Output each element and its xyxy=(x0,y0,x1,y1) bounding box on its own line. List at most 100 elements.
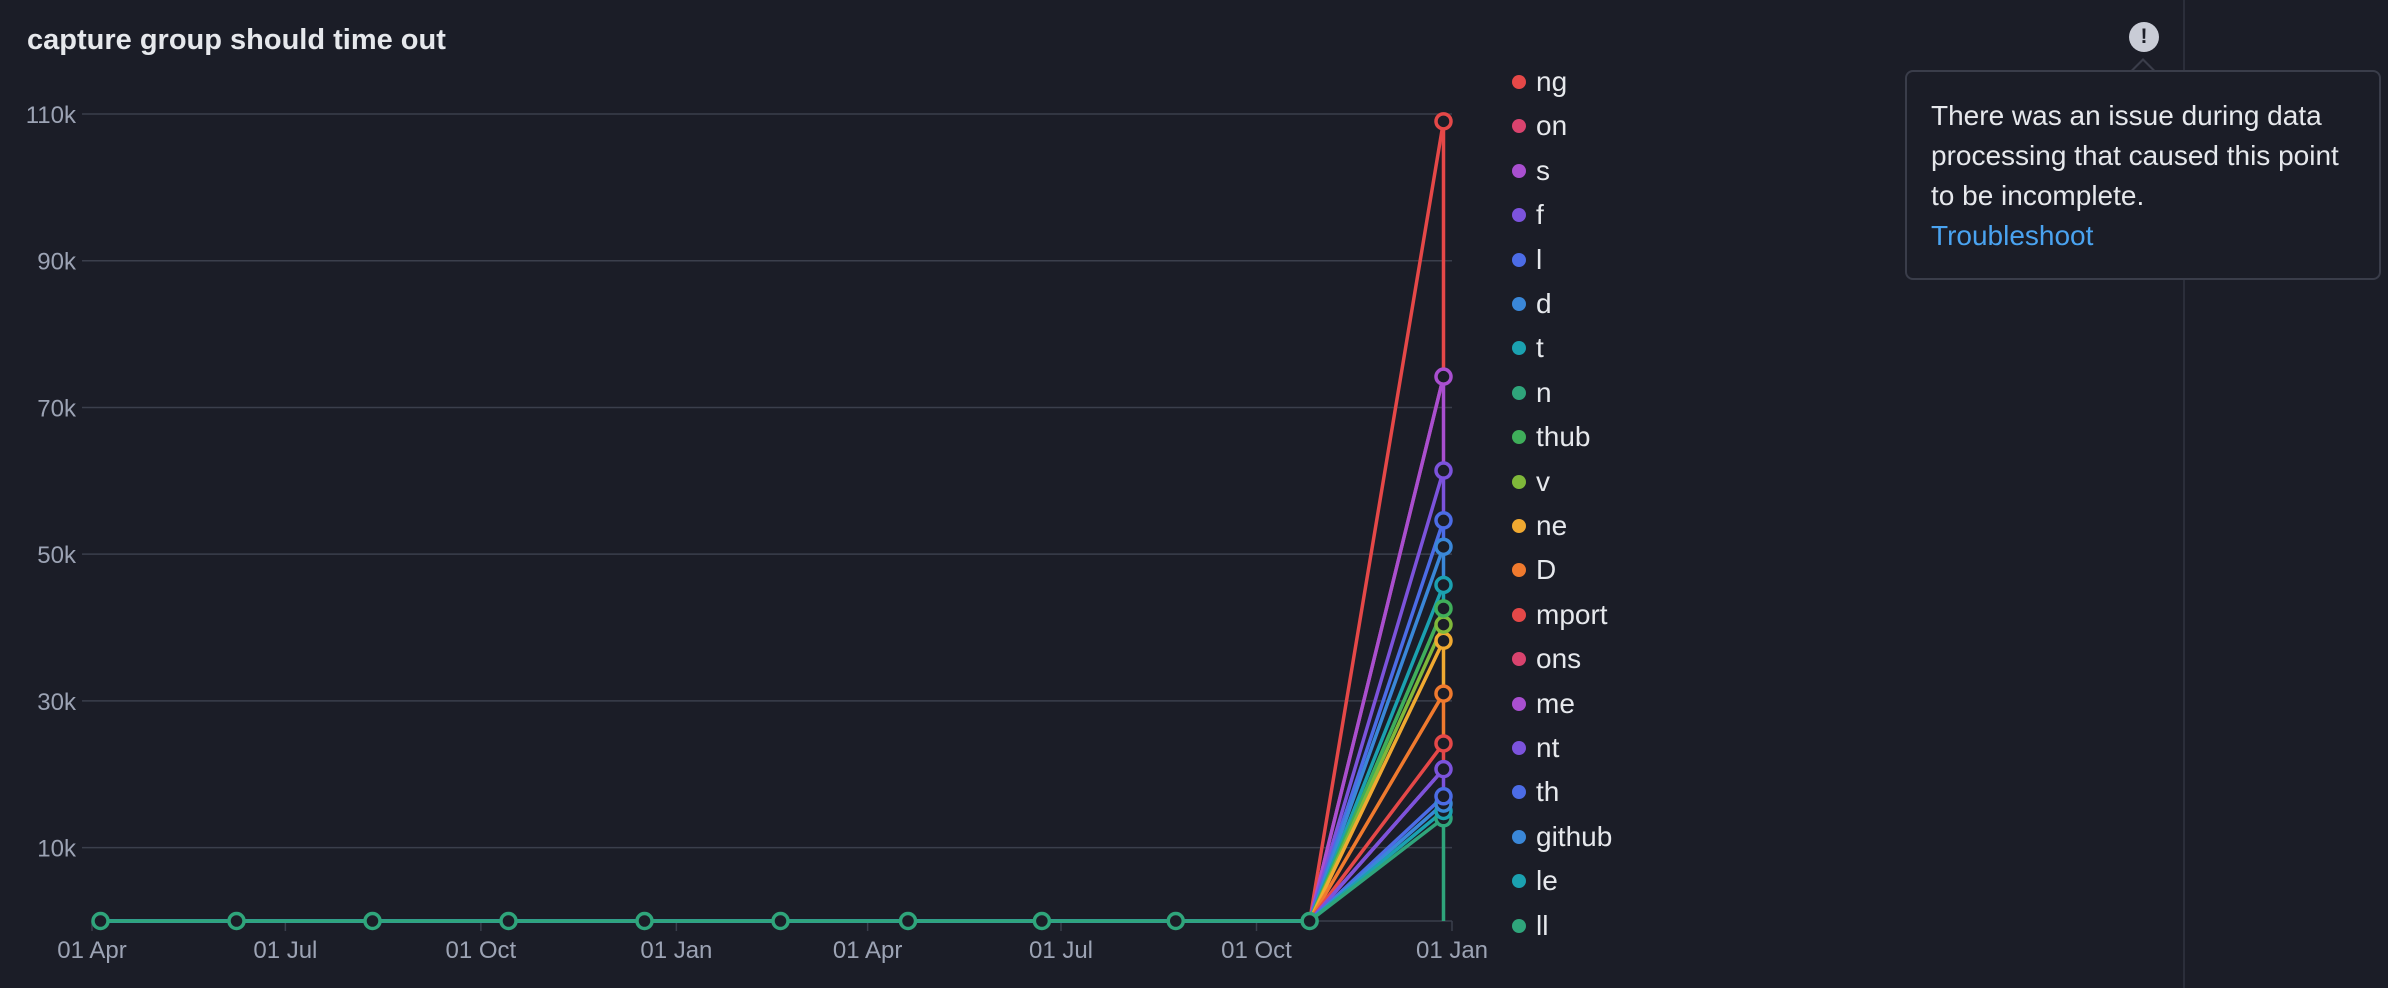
legend-item[interactable]: le xyxy=(1512,859,1558,903)
legend-label: l xyxy=(1536,243,1543,275)
data-point-ll xyxy=(898,911,918,931)
legend-swatch xyxy=(1512,519,1526,533)
warning-icon[interactable]: ! xyxy=(2129,22,2159,52)
legend-swatch xyxy=(1512,385,1526,400)
series-line-ons xyxy=(100,767,1445,923)
legend-item[interactable]: f xyxy=(1512,193,1544,237)
legend-item[interactable]: D xyxy=(1512,548,1556,592)
legend-label: ng xyxy=(1536,66,1568,97)
y-tick-label: 30k xyxy=(37,689,77,716)
data-point-ll xyxy=(91,911,110,931)
legend-item[interactable]: n xyxy=(1512,371,1552,415)
legend-label: s xyxy=(1536,154,1550,186)
legend-label: nt xyxy=(1536,732,1560,763)
data-point-ll xyxy=(635,911,654,931)
legend-item[interactable]: ll xyxy=(1512,904,1548,948)
tooltip-message: There was an issue during data processin… xyxy=(1931,100,2339,211)
data-point-ng xyxy=(1434,112,1453,131)
data-point-v xyxy=(1434,615,1453,634)
series-line-ll xyxy=(100,816,1445,923)
legend-item[interactable]: on xyxy=(1512,104,1567,148)
legend-label: thub xyxy=(1536,421,1591,453)
y-tick-label: 50k xyxy=(37,542,77,569)
series-line-on xyxy=(100,376,1446,923)
legend-swatch xyxy=(1512,785,1526,800)
data-point-s xyxy=(1434,367,1453,386)
legend-label: t xyxy=(1536,332,1544,364)
legend-item[interactable]: me xyxy=(1512,682,1575,726)
x-tick-label: 01 Apr xyxy=(57,937,126,964)
x-tick-label: 01 Jan xyxy=(1416,937,1488,964)
series-line-D xyxy=(100,692,1446,923)
legend-item[interactable]: ng xyxy=(1512,60,1567,104)
legend-item[interactable]: v xyxy=(1512,460,1550,504)
legend-item[interactable]: ne xyxy=(1512,504,1567,548)
legend-label: d xyxy=(1536,288,1552,319)
legend-swatch xyxy=(1512,430,1526,445)
legend-swatch xyxy=(1512,341,1526,356)
series-line-me xyxy=(100,767,1445,923)
y-tick-label: 10k xyxy=(37,836,77,863)
legend-swatch xyxy=(1512,163,1526,178)
data-point-ll xyxy=(771,911,790,931)
data-point-l xyxy=(1434,511,1453,530)
series-line-le xyxy=(100,809,1445,923)
y-tick-label: 70k xyxy=(37,395,77,422)
series-line-mport xyxy=(100,742,1445,923)
series-line-d xyxy=(100,546,1446,923)
legend-swatch xyxy=(1512,918,1526,933)
series-line-v xyxy=(100,623,1446,923)
series-line-th xyxy=(100,795,1445,923)
legend-swatch xyxy=(1512,474,1526,489)
legend-item[interactable]: s xyxy=(1512,149,1550,193)
data-point-ll xyxy=(1166,911,1185,931)
legend-swatch xyxy=(1512,252,1526,267)
legend-label: github xyxy=(1536,820,1613,852)
series-line-s xyxy=(100,376,1446,923)
legend-item[interactable]: th xyxy=(1512,770,1559,814)
series-line-ng xyxy=(100,121,1446,923)
x-tick-label: 01 Oct xyxy=(446,937,517,964)
y-tick-label: 110k xyxy=(26,102,77,129)
chart-title: capture group should time out xyxy=(27,24,446,56)
legend-label: me xyxy=(1536,687,1575,719)
troubleshoot-link[interactable]: Troubleshoot xyxy=(1931,220,2094,251)
legend-item[interactable]: t xyxy=(1512,326,1544,370)
legend-label: ll xyxy=(1536,909,1549,941)
x-tick-label: 01 Jan xyxy=(640,937,712,964)
legend-swatch xyxy=(1512,874,1526,889)
y-tick-label: 90k xyxy=(37,249,77,276)
data-point-ll xyxy=(227,911,246,931)
legend-item[interactable]: d xyxy=(1512,282,1552,326)
legend-label: D xyxy=(1536,554,1557,586)
data-point-d xyxy=(1434,537,1453,557)
series-line-f xyxy=(100,470,1446,923)
legend-label: v xyxy=(1536,465,1550,497)
legend-item[interactable]: nt xyxy=(1512,726,1559,770)
legend-label: mport xyxy=(1536,598,1608,630)
data-point-ll xyxy=(1032,911,1052,931)
data-point-ll xyxy=(1300,911,1319,931)
legend-swatch xyxy=(1512,829,1526,844)
legend-item[interactable]: thub xyxy=(1512,415,1591,459)
legend-swatch xyxy=(1512,607,1526,622)
series-line-ne xyxy=(100,639,1446,923)
legend-item[interactable]: ons xyxy=(1512,637,1581,681)
data-point-f xyxy=(1434,461,1453,480)
series-line-t xyxy=(100,584,1446,923)
data-point-nt xyxy=(1434,759,1453,779)
x-tick-label: 01 Jul xyxy=(1029,937,1093,964)
data-point-mport xyxy=(1434,734,1453,753)
data-point-ne xyxy=(1434,631,1453,651)
legend-swatch xyxy=(1512,297,1526,311)
legend-swatch xyxy=(1512,208,1526,223)
x-tick-label: 01 Apr xyxy=(833,937,902,964)
panel-divider xyxy=(2183,0,2185,988)
series-line-l xyxy=(100,519,1446,923)
legend-item[interactable]: github xyxy=(1512,815,1612,859)
legend-label: n xyxy=(1536,376,1552,408)
legend-item[interactable]: l xyxy=(1512,238,1542,282)
legend-item[interactable]: mport xyxy=(1512,593,1608,637)
series-line-thub xyxy=(100,607,1446,923)
